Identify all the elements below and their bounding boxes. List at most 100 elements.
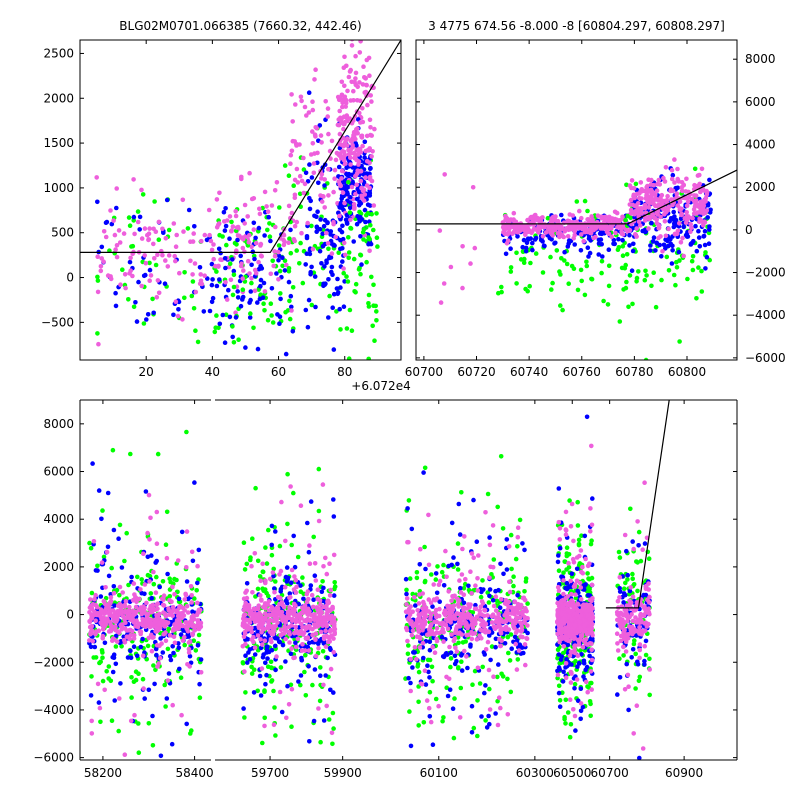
data-point-pink <box>629 178 635 183</box>
data-point-green <box>374 235 380 240</box>
data-point-pink <box>233 213 239 219</box>
data-point-blue <box>362 139 368 145</box>
data-point-green <box>336 250 342 255</box>
data-point-green <box>300 575 305 580</box>
x-tick-label: 60 <box>271 365 286 379</box>
data-point-blue <box>693 223 698 229</box>
data-point-pink <box>572 228 578 233</box>
data-point-green <box>567 734 573 740</box>
data-point-blue <box>620 237 625 243</box>
data-point-blue <box>269 647 275 653</box>
data-point-pink <box>98 268 104 274</box>
data-point-green <box>623 217 628 223</box>
data-point-pink <box>88 632 93 637</box>
data-point-pink <box>279 499 284 505</box>
data-point-blue <box>222 228 228 233</box>
data-point-pink <box>328 666 334 672</box>
data-point-pink <box>684 176 689 182</box>
data-point-green <box>633 181 639 187</box>
data-point-pink <box>189 549 195 555</box>
data-point-green <box>285 521 290 527</box>
data-point-blue <box>111 527 117 533</box>
data-point-blue <box>520 244 525 250</box>
data-point-blue <box>704 254 710 260</box>
data-point-pink <box>449 598 454 604</box>
data-point-pink <box>409 632 415 638</box>
data-point-pink <box>498 705 503 711</box>
data-point-blue <box>562 249 567 255</box>
data-point-pink <box>274 654 279 659</box>
data-point-pink <box>329 633 334 638</box>
data-point-green <box>706 230 712 236</box>
data-point-pink <box>417 645 423 650</box>
data-point-blue <box>317 248 323 254</box>
data-point-pink <box>404 627 410 633</box>
data-point-blue <box>309 264 314 270</box>
data-point-pink <box>316 518 322 524</box>
data-point-green <box>527 283 532 289</box>
data-point-blue <box>292 564 298 570</box>
data-point-pink <box>262 723 267 729</box>
data-point-pink <box>512 625 517 631</box>
data-point-green <box>554 248 560 253</box>
data-point-pink <box>649 196 655 201</box>
data-point-blue <box>606 247 612 252</box>
data-point-blue <box>131 644 137 649</box>
data-point-pink <box>473 606 479 612</box>
data-point-green <box>126 215 132 220</box>
data-point-pink <box>323 230 329 236</box>
data-point-green <box>606 263 612 269</box>
data-point-blue <box>307 195 312 201</box>
data-point-pink <box>206 207 212 213</box>
x-tick-label: 60700 <box>405 365 443 379</box>
data-point-pink <box>157 655 163 661</box>
data-point-green <box>369 211 375 217</box>
data-point-pink <box>307 618 313 624</box>
data-point-pink <box>312 622 317 627</box>
data-point-pink <box>252 288 258 294</box>
data-point-pink <box>340 148 345 154</box>
data-point-pink <box>518 634 523 639</box>
data-point-blue <box>434 590 440 596</box>
data-point-pink <box>589 226 594 231</box>
data-point-pink <box>119 627 124 632</box>
data-point-pink <box>468 261 473 266</box>
data-point-pink <box>412 595 417 600</box>
data-point-pink <box>339 79 345 85</box>
data-point-pink <box>300 630 306 635</box>
data-point-green <box>240 287 246 293</box>
data-point-green <box>565 710 571 715</box>
data-point-pink <box>672 157 677 162</box>
data-point-pink <box>288 161 293 166</box>
data-point-pink <box>173 258 178 264</box>
data-point-blue <box>131 214 137 220</box>
data-point-pink <box>534 216 539 221</box>
data-point-pink <box>502 601 508 606</box>
data-point-blue <box>469 730 475 735</box>
data-point-pink <box>551 218 556 223</box>
data-point-green <box>270 258 276 264</box>
data-point-pink <box>601 223 607 229</box>
data-point-green <box>515 544 520 549</box>
data-point-pink <box>114 254 120 260</box>
data-point-green <box>441 562 446 568</box>
data-point-blue <box>181 628 186 633</box>
data-point-pink <box>249 244 254 250</box>
data-point-green <box>116 728 121 734</box>
data-point-blue <box>316 641 321 647</box>
data-point-pink <box>182 634 187 640</box>
data-point-pink <box>285 611 291 616</box>
data-point-pink <box>497 619 503 624</box>
data-point-green <box>108 678 114 684</box>
data-point-blue <box>227 236 232 241</box>
data-point-green <box>249 280 254 286</box>
data-point-blue <box>331 514 337 519</box>
data-point-pink <box>449 632 454 637</box>
data-point-pink <box>310 246 316 252</box>
data-point-pink <box>95 611 100 616</box>
data-point-blue <box>98 594 104 599</box>
data-point-pink <box>283 538 288 544</box>
data-point-green <box>165 646 171 652</box>
data-point-green <box>280 263 285 269</box>
data-point-pink <box>325 106 331 111</box>
